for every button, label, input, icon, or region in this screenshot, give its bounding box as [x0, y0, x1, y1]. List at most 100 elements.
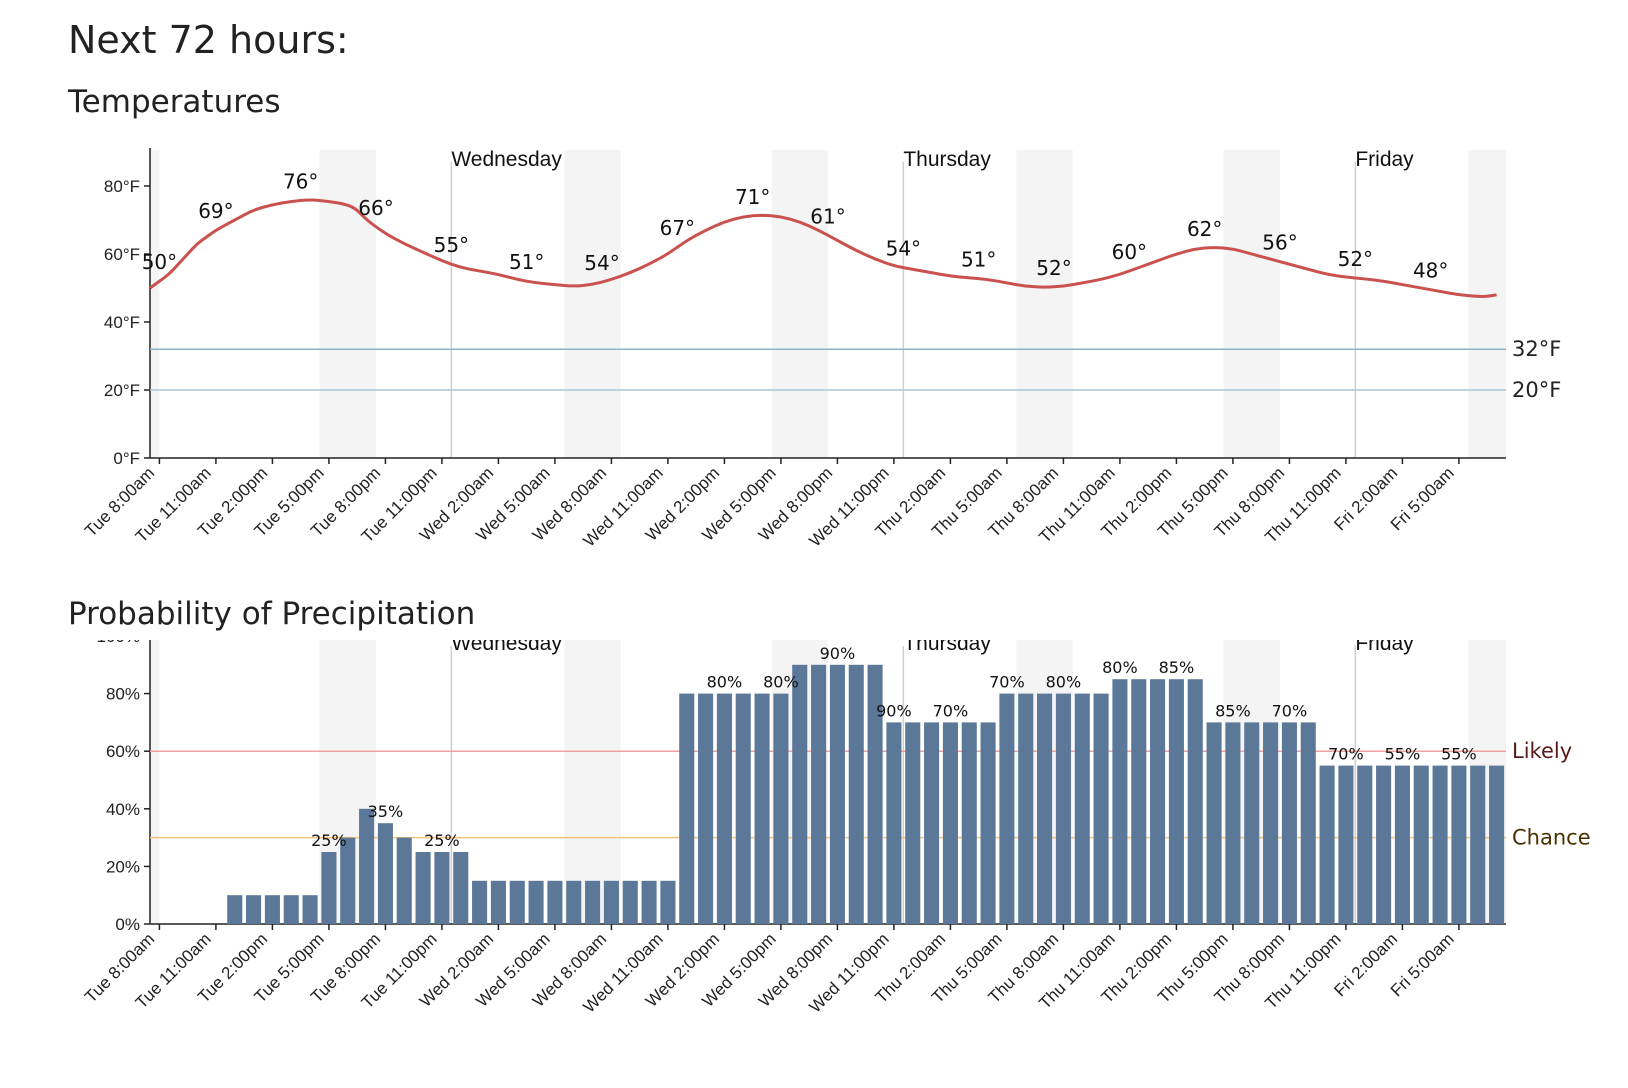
precip-bar-label: 90% [876, 701, 912, 720]
precip-bar [1206, 722, 1222, 924]
y-tick-label: 20°F [104, 381, 140, 400]
precip-bar [321, 852, 337, 924]
temperature-data-label: 62° [1187, 217, 1222, 241]
y-tick-label: 60% [106, 742, 140, 761]
precip-bar [585, 880, 601, 924]
precip-bar-label: 25% [424, 831, 460, 850]
night-band [1468, 150, 1506, 458]
temperature-data-label: 50° [142, 250, 177, 274]
precip-bar [867, 664, 883, 924]
temperature-data-label: 52° [1338, 247, 1373, 271]
day-label: Wednesday [451, 640, 562, 655]
precip-bar-label: 70% [933, 701, 969, 720]
day-label: Thursday [903, 640, 991, 655]
temperature-chart-title: Temperatures [68, 84, 281, 120]
precip-bar [528, 880, 544, 924]
precip-bar [1470, 765, 1486, 924]
precip-bar [1074, 693, 1090, 924]
y-tick-label: 20% [106, 857, 140, 876]
precip-bar [509, 880, 525, 924]
precip-bar-label: 85% [1159, 658, 1195, 677]
precip-bar [1168, 679, 1184, 924]
precip-bar [1357, 765, 1373, 924]
y-tick-label: 40% [106, 800, 140, 819]
precip-bar [735, 693, 751, 924]
precip-bar [848, 664, 864, 924]
temperature-data-label: 54° [584, 251, 619, 275]
precip-bar [1055, 693, 1071, 924]
precip-bar [377, 823, 393, 924]
precip-bar [942, 722, 958, 924]
precip-bar-label: 80% [1102, 658, 1138, 677]
precip-bar [227, 895, 243, 924]
precip-bar-label: 80% [707, 673, 743, 692]
night-band [1016, 150, 1073, 458]
precip-bar [660, 880, 676, 924]
precip-bar-label: 70% [1272, 701, 1308, 720]
precip-bar-label: 70% [989, 673, 1025, 692]
day-label: Thursday [903, 148, 991, 171]
precip-bar [603, 880, 619, 924]
precip-bar [1451, 765, 1467, 924]
reference-line-label: 20°F [1512, 378, 1561, 402]
precipitation-chart: Wednesday Thursday Friday 0% 20% 40% 60% 80% 100… [81, 640, 1591, 1017]
temperature-data-label: 60° [1112, 240, 1147, 264]
precip-bar [1281, 722, 1297, 924]
night-band [1223, 150, 1280, 458]
precip-bar [396, 837, 412, 924]
precip-bar [1413, 765, 1429, 924]
precip-bar [359, 808, 375, 924]
precip-bar [1244, 722, 1260, 924]
precip-bar [1300, 722, 1316, 924]
precip-bar [754, 693, 770, 924]
precip-bar [773, 693, 789, 924]
temperature-data-label: 71° [735, 185, 770, 209]
precip-bar [453, 852, 469, 924]
precip-bar [1093, 693, 1109, 924]
y-tick-label: 80% [106, 685, 140, 704]
precip-bar [1263, 722, 1279, 924]
precip-bar [792, 664, 808, 924]
precip-bar-label: 35% [368, 802, 404, 821]
y-tick-label: 80°F [104, 177, 140, 196]
temperature-data-label: 76° [283, 169, 318, 193]
precip-bar [1187, 679, 1203, 924]
y-tick-label: 0°F [113, 449, 140, 468]
precip-bar [472, 880, 488, 924]
precip-bar [264, 895, 280, 924]
precip-bar [1338, 765, 1354, 924]
precip-bar-label: 55% [1385, 745, 1421, 764]
night-band [564, 150, 621, 458]
temperature-chart: Wednesday Thursday Friday 0°F 20°F 40°F 60°F 80… [81, 148, 1561, 551]
precip-bar [547, 880, 563, 924]
precip-bar [415, 852, 431, 924]
page-title: Next 72 hours: [68, 18, 349, 62]
reference-line-label: Likely [1512, 739, 1572, 763]
precip-bar [641, 880, 657, 924]
temperature-data-label: 67° [660, 216, 695, 240]
precip-bar [1225, 722, 1241, 924]
precip-bar [490, 880, 506, 924]
precip-bar [1150, 679, 1166, 924]
precip-bar-label: 55% [1441, 745, 1477, 764]
precip-bar [829, 664, 845, 924]
precip-bar-label: 80% [763, 673, 799, 692]
reference-line-label: 32°F [1512, 337, 1561, 361]
temperature-data-label: 69° [198, 199, 233, 223]
precip-bar-label: 25% [311, 831, 347, 850]
precip-bar [246, 895, 262, 924]
temperature-data-label: 48° [1413, 259, 1448, 283]
night-band [771, 150, 828, 458]
precip-bar-label: 80% [1046, 673, 1082, 692]
precip-bar [1432, 765, 1448, 924]
temperature-data-label: 56° [1262, 231, 1297, 255]
temperature-data-label: 51° [961, 248, 996, 272]
precip-bar [980, 722, 996, 924]
precip-bar-label: 90% [820, 644, 856, 663]
day-label: Wednesday [451, 148, 562, 171]
day-label: Friday [1355, 640, 1414, 655]
precip-bar [340, 837, 356, 924]
precip-bar [1112, 679, 1128, 924]
precip-bar [1131, 679, 1147, 924]
precip-bar [1489, 765, 1505, 924]
